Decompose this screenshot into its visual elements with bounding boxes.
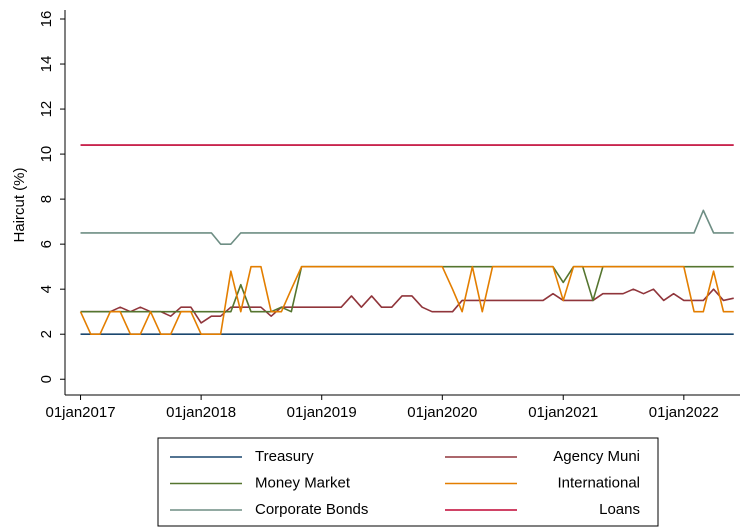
y-tick-label: 0	[38, 375, 55, 383]
y-tick-label: 2	[38, 330, 55, 338]
legend-label: Treasury	[255, 448, 314, 465]
y-axis-label: Haircut (%)	[11, 167, 28, 242]
series-line	[80, 265, 734, 313]
series-line	[80, 288, 734, 324]
y-tick-label: 16	[38, 11, 55, 28]
x-tick-label: 01jan2017	[45, 404, 115, 421]
x-tick-label: 01jan2018	[166, 404, 236, 421]
x-tick-label: 01jan2022	[649, 404, 719, 421]
legend-label: Loans	[599, 501, 640, 518]
legend-box	[157, 437, 659, 527]
series-line	[80, 209, 734, 245]
y-tick-label: 14	[38, 56, 55, 73]
y-tick-label: 10	[38, 146, 55, 163]
y-tick-label: 6	[38, 240, 55, 248]
legend-label: International	[557, 474, 640, 491]
x-tick-label: 01jan2019	[287, 404, 357, 421]
series-line	[79, 265, 734, 336]
x-tick-label: 01jan2020	[407, 404, 477, 421]
y-tick-label: 4	[38, 285, 55, 293]
x-tick-label: 01jan2021	[528, 404, 598, 421]
y-tick-label: 8	[38, 195, 55, 203]
legend-label: Agency Muni	[553, 448, 640, 465]
legend-label: Money Market	[255, 474, 351, 491]
legend-label: Corporate Bonds	[255, 501, 368, 518]
y-tick-label: 12	[38, 101, 55, 118]
